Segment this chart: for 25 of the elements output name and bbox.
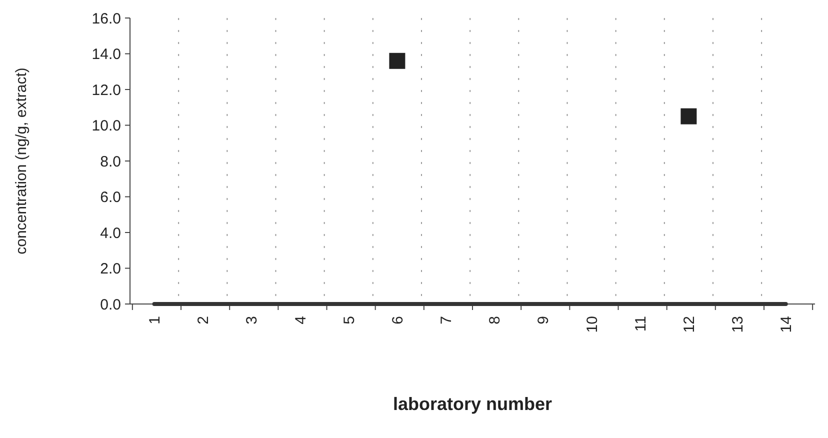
x-axis-title: laboratory number (392, 394, 552, 414)
x-tick-label: 4 (292, 316, 310, 324)
x-tick-label: 9 (535, 316, 552, 324)
x-tick-label: 12 (680, 316, 698, 333)
y-tick-label: 2.0 (100, 260, 121, 278)
x-tick-label: 2 (195, 316, 212, 324)
y-tick-label: 14.0 (92, 46, 121, 63)
y-tick-label: 6.0 (100, 189, 121, 206)
y-tick-label: 8.0 (100, 153, 121, 170)
x-tick-label: 7 (438, 316, 456, 324)
x-tick-label: 3 (244, 316, 261, 324)
x-tick-label: 14 (778, 316, 796, 333)
x-tick-label: 1 (146, 316, 164, 324)
x-tick-label: 11 (632, 316, 650, 332)
y-tick-label: 0.0 (100, 296, 121, 314)
x-tick-label: 5 (340, 316, 358, 324)
x-tick-label: 10 (584, 316, 601, 333)
y-tick-label: 12.0 (92, 82, 121, 99)
y-axis-title: concentration (ng/g, extract) (13, 68, 30, 254)
x-tick-label: 6 (389, 316, 406, 324)
y-tick-label: 4.0 (100, 224, 121, 242)
y-tick-label: 10.0 (92, 118, 121, 134)
x-tick-label: 8 (486, 316, 504, 324)
x-tick-label: 13 (730, 316, 747, 333)
y-tick-label: 16.0 (92, 10, 121, 28)
